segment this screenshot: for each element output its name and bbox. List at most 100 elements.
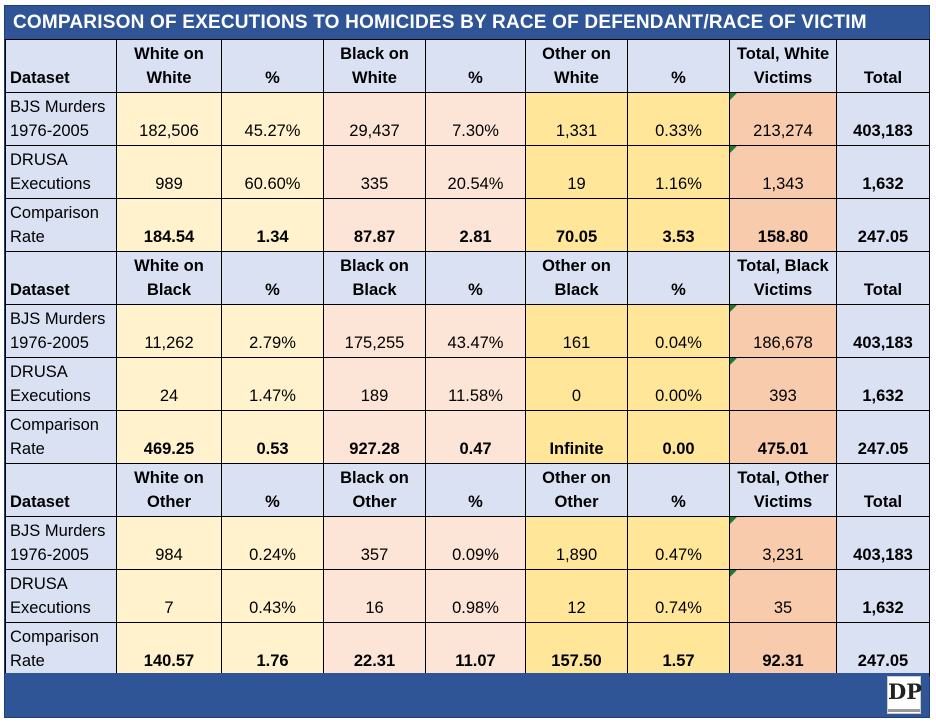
cell-other-on[interactable]: 161 — [525, 304, 628, 358]
header-total-victims[interactable]: Total, Other Victims — [729, 463, 837, 517]
cell-other-on[interactable]: Infinite — [525, 410, 628, 464]
header-pct[interactable]: % — [627, 463, 730, 517]
header-total[interactable]: Total — [836, 39, 930, 93]
header-pct[interactable]: % — [627, 251, 730, 305]
cell-black-on[interactable]: 22.31 — [323, 622, 426, 676]
header-pct[interactable]: % — [221, 251, 324, 305]
header-pct[interactable]: % — [221, 463, 324, 517]
cell-black-on[interactable]: 927.28 — [323, 410, 426, 464]
cell-black-on-pct[interactable]: 20.54% — [425, 145, 526, 199]
cell-other-on-pct[interactable]: 0.74% — [627, 569, 730, 623]
cell-white-on[interactable]: 184.54 — [116, 198, 222, 252]
header-dataset[interactable]: Dataset — [5, 39, 117, 93]
row-label[interactable]: Comparison Rate — [5, 410, 117, 464]
header-pct[interactable]: % — [425, 463, 526, 517]
cell-other-on[interactable]: 1,890 — [525, 516, 628, 570]
cell-total-victims[interactable]: 1,343 — [729, 145, 837, 199]
cell-total[interactable]: 247.05 — [836, 622, 930, 676]
cell-black-on[interactable]: 189 — [323, 357, 426, 411]
cell-black-on-pct[interactable]: 11.07 — [425, 622, 526, 676]
cell-white-on-pct[interactable]: 0.43% — [221, 569, 324, 623]
cell-other-on-pct[interactable]: 0.00 — [627, 410, 730, 464]
header-black-on[interactable]: Black on Black — [323, 251, 426, 305]
cell-white-on-pct[interactable]: 0.53 — [221, 410, 324, 464]
header-total-victims[interactable]: Total, White Victims — [729, 39, 837, 93]
cell-black-on[interactable]: 175,255 — [323, 304, 426, 358]
row-label[interactable]: Comparison Rate — [5, 198, 117, 252]
header-white-on[interactable]: White on Other — [116, 463, 222, 517]
cell-total-victims[interactable]: 186,678 — [729, 304, 837, 358]
cell-total[interactable]: 247.05 — [836, 410, 930, 464]
header-other-on[interactable]: Other on Other — [525, 463, 628, 517]
cell-white-on-pct[interactable]: 1.76 — [221, 622, 324, 676]
header-white-on[interactable]: White on Black — [116, 251, 222, 305]
row-label[interactable]: DRUSA Executions — [5, 357, 117, 411]
cell-black-on[interactable]: 357 — [323, 516, 426, 570]
header-white-on[interactable]: White on White — [116, 39, 222, 93]
row-label[interactable]: Comparison Rate — [5, 622, 117, 676]
cell-black-on[interactable]: 16 — [323, 569, 426, 623]
cell-black-on-pct[interactable]: 0.47 — [425, 410, 526, 464]
cell-white-on-pct[interactable]: 1.47% — [221, 357, 324, 411]
header-total-victims[interactable]: Total, Black Victims — [729, 251, 837, 305]
cell-black-on-pct[interactable]: 2.81 — [425, 198, 526, 252]
cell-total-victims[interactable]: 3,231 — [729, 516, 837, 570]
cell-white-on-pct[interactable]: 1.34 — [221, 198, 324, 252]
cell-other-on[interactable]: 1,331 — [525, 92, 628, 146]
header-total[interactable]: Total — [836, 251, 930, 305]
cell-total-victims[interactable]: 35 — [729, 569, 837, 623]
cell-white-on[interactable]: 469.25 — [116, 410, 222, 464]
cell-other-on-pct[interactable]: 1.57 — [627, 622, 730, 676]
cell-total[interactable]: 403,183 — [836, 92, 930, 146]
cell-total-victims[interactable]: 393 — [729, 357, 837, 411]
cell-other-on-pct[interactable]: 0.47% — [627, 516, 730, 570]
header-black-on[interactable]: Black on White — [323, 39, 426, 93]
cell-black-on[interactable]: 29,437 — [323, 92, 426, 146]
header-total[interactable]: Total — [836, 463, 930, 517]
cell-other-on-pct[interactable]: 0.00% — [627, 357, 730, 411]
cell-other-on-pct[interactable]: 0.33% — [627, 92, 730, 146]
cell-total[interactable]: 247.05 — [836, 198, 930, 252]
header-pct[interactable]: % — [425, 251, 526, 305]
cell-total[interactable]: 1,632 — [836, 569, 930, 623]
cell-black-on-pct[interactable]: 0.98% — [425, 569, 526, 623]
cell-total-victims[interactable]: 158.80 — [729, 198, 837, 252]
cell-total-victims[interactable]: 92.31 — [729, 622, 837, 676]
cell-black-on[interactable]: 87.87 — [323, 198, 426, 252]
header-pct[interactable]: % — [221, 39, 324, 93]
cell-total-victims[interactable]: 475.01 — [729, 410, 837, 464]
header-pct[interactable]: % — [425, 39, 526, 93]
cell-other-on[interactable]: 70.05 — [525, 198, 628, 252]
cell-black-on-pct[interactable]: 0.09% — [425, 516, 526, 570]
header-black-on[interactable]: Black on Other — [323, 463, 426, 517]
cell-other-on[interactable]: 12 — [525, 569, 628, 623]
cell-total[interactable]: 1,632 — [836, 145, 930, 199]
cell-total-victims[interactable]: 213,274 — [729, 92, 837, 146]
cell-white-on-pct[interactable]: 2.79% — [221, 304, 324, 358]
cell-white-on[interactable]: 24 — [116, 357, 222, 411]
cell-other-on-pct[interactable]: 1.16% — [627, 145, 730, 199]
cell-black-on-pct[interactable]: 43.47% — [425, 304, 526, 358]
cell-white-on[interactable]: 182,506 — [116, 92, 222, 146]
row-label[interactable]: BJS Murders 1976-2005 — [5, 304, 117, 358]
cell-total[interactable]: 1,632 — [836, 357, 930, 411]
header-dataset[interactable]: Dataset — [5, 463, 117, 517]
cell-white-on[interactable]: 11,262 — [116, 304, 222, 358]
cell-white-on-pct[interactable]: 0.24% — [221, 516, 324, 570]
row-label[interactable]: BJS Murders 1976-2005 — [5, 92, 117, 146]
cell-other-on-pct[interactable]: 3.53 — [627, 198, 730, 252]
cell-other-on-pct[interactable]: 0.04% — [627, 304, 730, 358]
header-other-on[interactable]: Other on White — [525, 39, 628, 93]
cell-black-on-pct[interactable]: 11.58% — [425, 357, 526, 411]
row-label[interactable]: BJS Murders 1976-2005 — [5, 516, 117, 570]
cell-black-on[interactable]: 335 — [323, 145, 426, 199]
row-label[interactable]: DRUSA Executions — [5, 569, 117, 623]
cell-black-on-pct[interactable]: 7.30% — [425, 92, 526, 146]
header-dataset[interactable]: Dataset — [5, 251, 117, 305]
cell-white-on-pct[interactable]: 60.60% — [221, 145, 324, 199]
header-other-on[interactable]: Other on Black — [525, 251, 628, 305]
cell-white-on[interactable]: 7 — [116, 569, 222, 623]
cell-other-on[interactable]: 0 — [525, 357, 628, 411]
cell-white-on[interactable]: 989 — [116, 145, 222, 199]
cell-total[interactable]: 403,183 — [836, 516, 930, 570]
